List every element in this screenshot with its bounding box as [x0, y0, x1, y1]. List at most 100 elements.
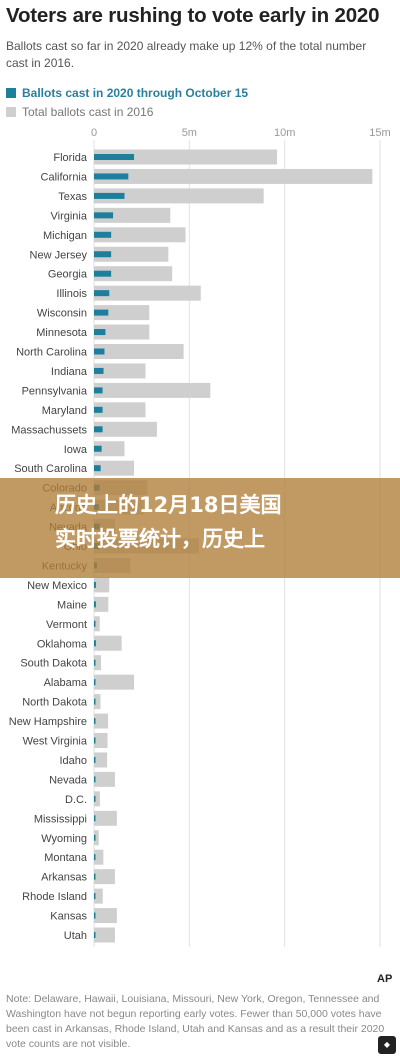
bar-total-2016 [94, 733, 108, 748]
category-label: Indiana [51, 366, 88, 378]
bar-early-2020 [94, 679, 96, 686]
legend-label-early: Ballots cast in 2020 through October 15 [22, 86, 249, 100]
bar-total-2016 [94, 168, 373, 184]
category-label: D.C. [65, 794, 87, 806]
category-label: Florida [53, 152, 88, 164]
bar-early-2020 [94, 309, 109, 316]
bar-total-2016 [94, 344, 184, 359]
bar-early-2020 [94, 912, 96, 919]
legend-label-total: Total ballots cast in 2016 [22, 105, 154, 119]
bar-total-2016 [94, 324, 150, 340]
chart-title: Voters are rushing to vote early in 2020 [6, 4, 380, 27]
x-tick-label-1: 5m [182, 127, 197, 139]
bar-total-2016 [94, 869, 115, 885]
bar-total-2016 [94, 635, 122, 651]
bar-early-2020 [94, 659, 96, 666]
bar-early-2020 [94, 893, 96, 900]
category-label: Georgia [48, 269, 88, 281]
category-label: Arkansas [41, 872, 87, 884]
category-label: Texas [58, 191, 87, 203]
bar-early-2020 [94, 756, 96, 763]
bar-chart: 0 5m 10m 15m Florida California Texas Virginia M… [9, 127, 391, 947]
bar-total-2016 [94, 460, 135, 476]
bar-total-2016 [94, 441, 125, 457]
bar-total-2016 [94, 596, 109, 612]
bar-total-2016 [94, 363, 146, 379]
ap-logo: AP [377, 973, 393, 985]
bar-total-2016 [94, 305, 150, 321]
bar-early-2020 [94, 367, 104, 374]
bar-early-2020 [94, 932, 96, 938]
overlay-headline: 历史上的12月18日美国 实时投票统计，历史上 [55, 493, 282, 551]
category-label: South Carolina [14, 463, 88, 475]
bar-total-2016 [94, 713, 109, 729]
bar-total-2016 [94, 149, 278, 165]
bar-early-2020 [94, 212, 114, 219]
category-label: New Hampshire [9, 716, 87, 728]
bar-early-2020 [94, 465, 101, 472]
bar-total-2016 [94, 752, 108, 768]
category-label: New Mexico [27, 580, 87, 592]
category-label: Wisconsin [37, 308, 87, 320]
x-tick-label-0: 0 [91, 127, 97, 139]
bar-total-2016 [94, 577, 110, 593]
category-label: West Virginia [23, 736, 88, 748]
bar-early-2020 [94, 270, 112, 277]
bar-early-2020 [94, 581, 96, 588]
bar-total-2016 [94, 849, 104, 865]
bar-total-2016 [94, 246, 169, 262]
category-label: South Dakota [20, 658, 88, 670]
bar-early-2020 [94, 329, 106, 336]
bar-total-2016 [94, 810, 117, 826]
bar-early-2020 [94, 173, 129, 180]
category-label: Maine [57, 599, 87, 611]
legend-item-early: Ballots cast in 2020 through October 15 [6, 86, 248, 100]
bar-total-2016 [94, 382, 211, 398]
bar-early-2020 [94, 445, 102, 452]
category-label: Iowa [64, 444, 88, 456]
category-label: New Jersey [30, 249, 88, 261]
chart-subtitle: Ballots cast so far in 2020 already make… [6, 39, 367, 70]
legend-item-total: Total ballots cast in 2016 [6, 105, 153, 119]
category-label: North Dakota [22, 697, 88, 709]
bar-early-2020 [94, 815, 96, 822]
category-label: Maryland [42, 405, 87, 417]
bar-total-2016 [94, 655, 102, 671]
bar-early-2020 [94, 192, 125, 199]
category-label: Michigan [43, 230, 87, 242]
category-label: North Carolina [16, 347, 88, 359]
bar-early-2020 [94, 620, 96, 627]
x-tick-label-3: 15m [369, 127, 390, 139]
bar-early-2020 [94, 290, 110, 297]
category-label: Pennsylvania [22, 385, 88, 397]
bar-early-2020 [94, 854, 96, 861]
bar-total-2016 [94, 227, 186, 243]
category-label: Minnesota [36, 327, 88, 339]
category-label: Idaho [59, 755, 87, 767]
category-label: Montana [44, 852, 88, 864]
bar-total-2016 [94, 188, 264, 204]
category-label: Nevada [49, 774, 88, 786]
bar-total-2016 [94, 927, 115, 943]
bar-early-2020 [94, 406, 103, 413]
category-label: Wyoming [41, 833, 87, 845]
promo-overlay-banner [0, 478, 400, 578]
bar-early-2020 [94, 737, 96, 744]
category-label: Alabama [44, 677, 88, 689]
bar-early-2020 [94, 698, 96, 705]
category-label: Massachussets [11, 424, 87, 436]
category-label: Illinois [56, 288, 87, 300]
category-label: Virginia [51, 210, 88, 222]
bar-early-2020 [94, 776, 96, 783]
bar-total-2016 [94, 616, 100, 632]
bar-total-2016 [94, 421, 157, 437]
bar-early-2020 [94, 426, 103, 433]
x-tick-label-2: 10m [274, 127, 295, 139]
category-label: Vermont [46, 619, 87, 631]
bar-total-2016 [94, 908, 117, 924]
bar-early-2020 [94, 348, 105, 355]
bar-total-2016 [94, 674, 135, 690]
bar-early-2020 [94, 640, 96, 647]
bar-total-2016 [94, 888, 103, 904]
bar-early-2020 [94, 601, 96, 608]
